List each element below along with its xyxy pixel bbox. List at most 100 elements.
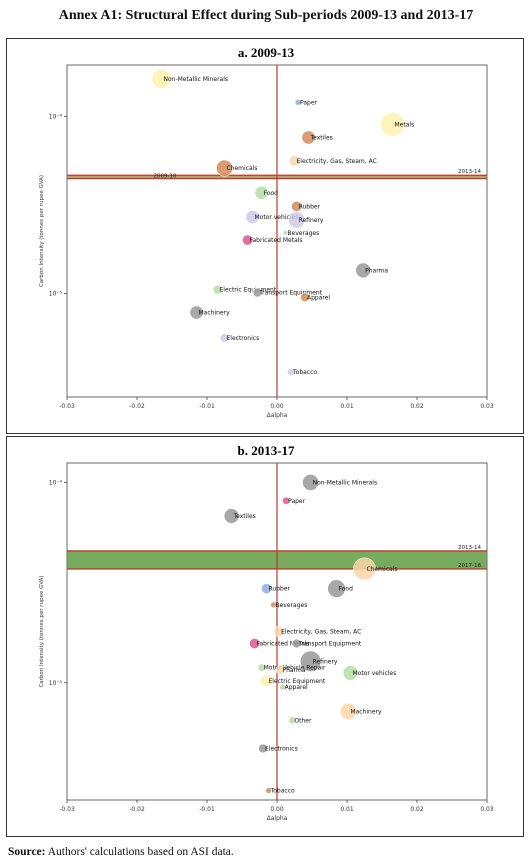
point-label: Machinery bbox=[199, 310, 231, 317]
x-tick-label: -0.02 bbox=[129, 806, 145, 813]
x-axis-label: Δalpha bbox=[267, 412, 288, 419]
point-label: Fabricated Metals bbox=[257, 641, 310, 648]
x-tick-label: -0.02 bbox=[129, 403, 145, 410]
x-tick-label: 0.02 bbox=[410, 403, 424, 410]
point-label: Electronics bbox=[265, 745, 298, 752]
point-label: Fabricated Metals bbox=[250, 237, 303, 244]
point-17 bbox=[219, 333, 230, 343]
band-label-lower: 2017-18 bbox=[458, 563, 481, 569]
point-label: Apparel bbox=[307, 294, 330, 301]
x-tick-label: -0.03 bbox=[59, 403, 75, 410]
point-18 bbox=[286, 367, 296, 376]
point-13 bbox=[342, 665, 359, 681]
chart-a-svg: a. 2009-13 2013-14 2009-10 -0.03 -0.02 -0.01 0… bbox=[39, 45, 494, 419]
point-label: Food bbox=[339, 586, 354, 593]
point-label: Machinery bbox=[350, 708, 382, 715]
point-8 bbox=[249, 638, 261, 650]
point-label: Apparel bbox=[285, 684, 308, 691]
point-4 bbox=[289, 155, 300, 167]
point-label: Motor vehicles bbox=[353, 670, 397, 677]
band-label-upper: 2013-14 bbox=[458, 169, 481, 175]
point-5 bbox=[216, 159, 233, 177]
x-tick-label: 0.00 bbox=[270, 403, 284, 410]
x-tick-label: 0.00 bbox=[270, 806, 284, 813]
point-label: Tobacco bbox=[270, 787, 295, 794]
point-6 bbox=[270, 601, 277, 609]
point-label: Beverages bbox=[276, 602, 308, 609]
point-label: Food bbox=[264, 190, 279, 197]
point-17 bbox=[288, 716, 297, 725]
point-3 bbox=[353, 557, 376, 581]
point-label: Other bbox=[294, 717, 312, 724]
point-label: Metals bbox=[395, 121, 415, 128]
point-7 bbox=[273, 626, 285, 638]
point-label: Beverages bbox=[287, 230, 319, 237]
x-tick-label: -0.01 bbox=[199, 403, 215, 410]
point-10 bbox=[282, 230, 288, 236]
point-label: Chemicals bbox=[367, 566, 398, 573]
point-10 bbox=[299, 650, 322, 672]
band-label-upper: 2013-14 bbox=[458, 545, 481, 551]
point-2 bbox=[223, 508, 240, 524]
x-tick-label: -0.01 bbox=[199, 806, 215, 813]
chart-panel-b: b. 2013-17 2013-14 2017-18 -0.03 -0.02 -0.01 0… bbox=[6, 436, 524, 837]
page-title: Annex A1: Structural Effect during Sub-p… bbox=[58, 8, 474, 23]
y-axis-label: Carbon Intensity (tonnes per rupee GVA) bbox=[39, 575, 45, 687]
point-16 bbox=[189, 305, 204, 320]
chart-title: b. 2013-17 bbox=[237, 443, 295, 458]
x-axis-label: Δalpha bbox=[267, 815, 288, 822]
source-text: Authors' calculations based on ASI data. bbox=[47, 846, 234, 858]
point-15 bbox=[279, 683, 286, 691]
point-label: Paper bbox=[300, 99, 318, 106]
point-5 bbox=[327, 579, 346, 598]
point-4 bbox=[261, 583, 272, 595]
x-tick-label: 0.01 bbox=[340, 403, 354, 410]
point-label: Tobacco bbox=[292, 369, 317, 376]
x-tick-label: 0.02 bbox=[410, 806, 424, 813]
point-12 bbox=[355, 262, 371, 279]
point-label: Transport Equipment bbox=[298, 641, 362, 648]
point-2 bbox=[380, 112, 405, 137]
point-1 bbox=[282, 496, 291, 505]
point-label: Pharma bbox=[365, 267, 388, 274]
point-label: Transport Equipment bbox=[258, 290, 322, 297]
point-12 bbox=[275, 665, 286, 675]
point-label: Electric Equipment bbox=[220, 287, 277, 294]
x-tick-label: 0.03 bbox=[480, 806, 494, 813]
point-label: Electronics bbox=[227, 335, 260, 342]
point-label: Rubber bbox=[299, 203, 321, 210]
point-9 bbox=[288, 211, 306, 229]
chart-title: a. 2009-13 bbox=[238, 45, 295, 60]
point-8 bbox=[245, 210, 260, 225]
point-label: Motor vehicles bbox=[255, 214, 299, 221]
point-label: Electricity, Gas, Steam, AC bbox=[297, 158, 377, 165]
y-tick-label: 10⁻⁵ bbox=[49, 680, 63, 687]
point-11 bbox=[242, 234, 254, 246]
point-11 bbox=[257, 663, 266, 672]
point-9 bbox=[291, 638, 302, 649]
source-label: Source: bbox=[8, 846, 46, 858]
source-note: Source: Authors' calculations based on A… bbox=[8, 846, 234, 858]
point-0 bbox=[302, 473, 320, 491]
point-label: Textiles bbox=[233, 513, 256, 520]
x-tick-label: 0.03 bbox=[480, 403, 494, 410]
y-tick-label: 10⁻⁴ bbox=[49, 479, 63, 486]
point-18 bbox=[258, 743, 268, 754]
x-tick-label: 0.01 bbox=[340, 806, 354, 813]
point-label: Non-Metallic Minerals bbox=[164, 76, 229, 83]
x-tick-label: -0.03 bbox=[59, 806, 75, 813]
y-axis-label: Carbon Intensity (tonnes per rupee GVA) bbox=[39, 175, 45, 287]
band-label-lower: 2009-10 bbox=[154, 174, 177, 180]
point-label: Textiles bbox=[310, 134, 333, 141]
point-0 bbox=[151, 68, 172, 89]
point-16 bbox=[339, 702, 357, 720]
point-19 bbox=[265, 787, 272, 794]
chart-panel-a: a. 2009-13 2013-14 2009-10 -0.03 -0.02 -0.01 0… bbox=[6, 38, 524, 434]
point-1 bbox=[294, 99, 302, 106]
point-label: Electric Equipment bbox=[269, 678, 326, 685]
point-label: Electricity, Gas, Steam, AC bbox=[281, 629, 361, 636]
chart-b-svg: b. 2013-17 2013-14 2017-18 -0.03 -0.02 -0.01 0… bbox=[39, 443, 494, 822]
point-6 bbox=[254, 185, 269, 200]
point-15 bbox=[300, 292, 310, 303]
point-label: Chemicals bbox=[227, 165, 258, 172]
